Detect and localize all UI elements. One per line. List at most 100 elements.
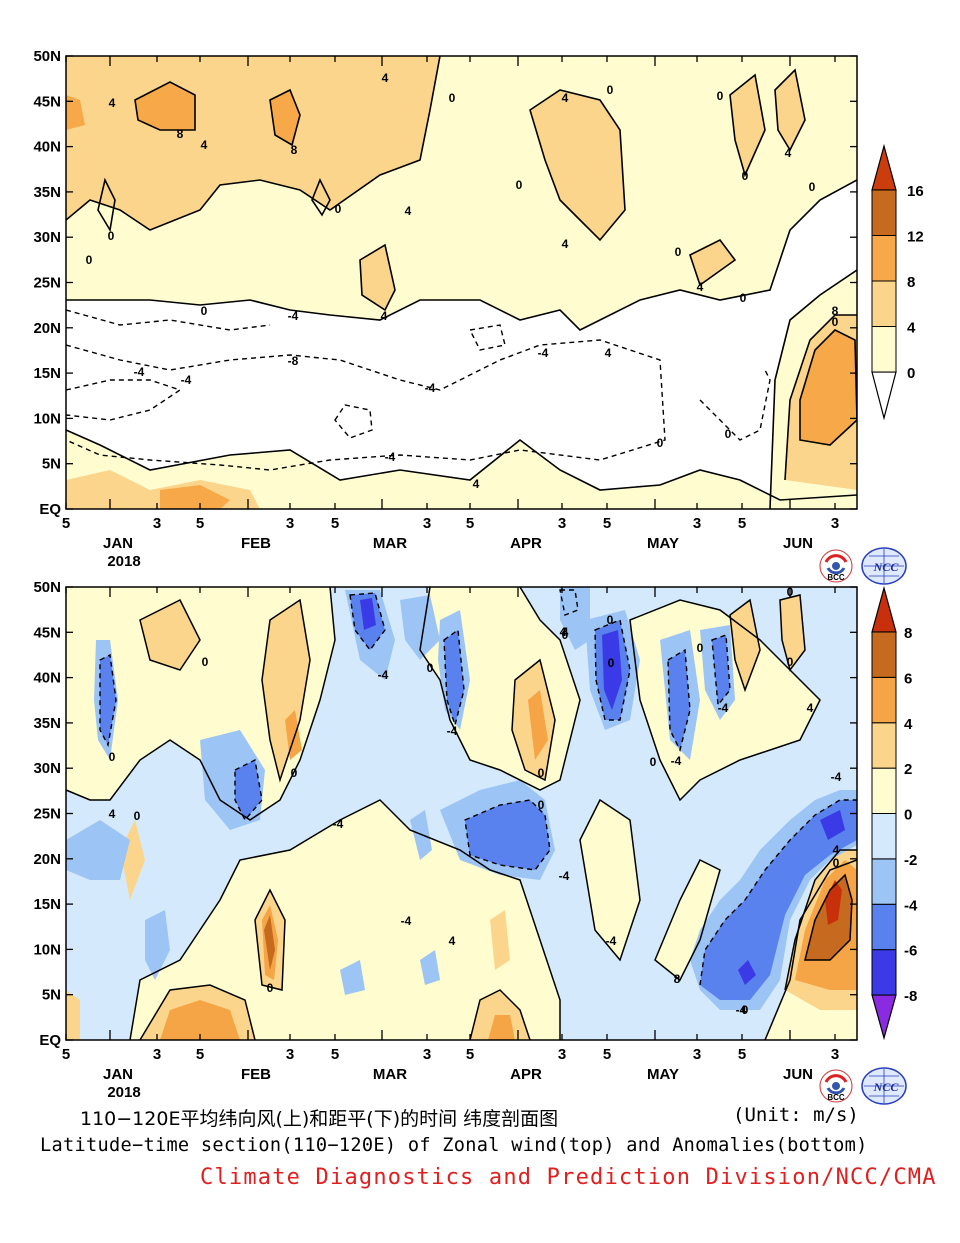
y-tick-label: 20N — [33, 320, 61, 337]
contour-label: 4 — [560, 625, 567, 639]
y-tick-label: 5N — [42, 987, 61, 1004]
year-label: 2018 — [107, 553, 140, 570]
contour-label: 0 — [267, 981, 274, 995]
colorbar-label: 0 — [904, 807, 912, 824]
bot-neg-6-8-c — [738, 960, 756, 985]
y-tick-label: 25N — [33, 275, 61, 292]
contour-label: 0 — [291, 766, 298, 780]
y-tick-label: EQ — [39, 501, 61, 518]
x-tick-label: JAN — [103, 1066, 133, 1083]
y-tick-label: 45N — [33, 93, 61, 110]
contour-label: 0 — [675, 245, 682, 259]
top-band-8-12-d — [800, 330, 857, 445]
top-band-4-8-e — [775, 70, 805, 150]
bot-2-4-b — [262, 600, 310, 780]
y-tick-label: EQ — [39, 1032, 61, 1049]
contour-label: -4 — [671, 754, 682, 768]
bot-neg-4-6-h — [235, 760, 262, 820]
colorbar-swatch — [871, 235, 897, 282]
y-tick-label: 30N — [33, 760, 61, 777]
contour-label: 0 — [202, 655, 209, 669]
x-tick-label: 5 — [62, 515, 70, 532]
colorbar-label: 2 — [904, 761, 912, 778]
y-tick-label: 40N — [33, 139, 61, 156]
bot-pos-e — [580, 800, 640, 960]
contour-label: 0 — [201, 304, 208, 318]
x-tick-label: 3 — [558, 1046, 566, 1063]
colorbar-swatch — [871, 767, 897, 814]
contour-label: -4 — [401, 914, 412, 928]
ncc-logo-top: NCC — [861, 547, 907, 585]
bot-neg-2-4-c — [400, 595, 440, 660]
top-band-0-4-south — [66, 430, 857, 509]
contour-label: 8 — [291, 143, 298, 157]
contour-label: 4 — [562, 237, 569, 251]
colorbar-label: 8 — [904, 625, 912, 642]
contour-label: 0 — [108, 229, 115, 243]
colorbar-label: -6 — [904, 943, 917, 960]
x-tick-label: 3 — [153, 1046, 161, 1063]
x-tick-label: 3 — [153, 515, 161, 532]
x-tick-label: 5 — [331, 515, 339, 532]
colorbar-swatch — [871, 858, 897, 905]
x-tick-label: FEB — [241, 1066, 271, 1083]
x-tick-label: 3 — [831, 1046, 839, 1063]
contour-label: 4 — [109, 807, 116, 821]
colorbar-swatch — [871, 813, 897, 860]
bot-neg-2-4-m — [145, 910, 170, 980]
x-tick-label: 3 — [831, 515, 839, 532]
bottom-axes: EQ 5N 10N 15N 20N 25N 30N 35N 40N 45N 50N 5 JAN 3 5 FEB… — [33, 579, 857, 1101]
y-tick-label: 50N — [33, 48, 61, 65]
x-tick-label: 5 — [738, 1046, 746, 1063]
colorbar-label: -2 — [904, 852, 917, 869]
contour-label: 8 — [832, 304, 839, 318]
contour-label: 0 — [449, 91, 456, 105]
top-contours-negative — [66, 309, 771, 471]
x-tick-label: 5 — [62, 1046, 70, 1063]
year-label: 2018 — [107, 1084, 140, 1101]
contour-label: 0 — [607, 83, 614, 97]
y-tick-label: 10N — [33, 410, 61, 427]
caption-title-english: Latitude−time section(110−120E) of Zonal… — [40, 1135, 868, 1156]
contour-label: 0 — [538, 766, 545, 780]
bot-pos-d — [130, 800, 560, 1040]
y-tick-label: 40N — [33, 670, 61, 687]
bcc-logo-bottom-label: BCC — [827, 1093, 845, 1102]
y-tick-label: 35N — [33, 184, 61, 201]
contour-label: 0 — [538, 798, 545, 812]
top-band-4-8-b — [530, 90, 625, 240]
x-tick-label: JUN — [783, 1066, 813, 1083]
contour-label: 4 — [562, 91, 569, 105]
x-tick-label: 5 — [466, 515, 474, 532]
top-band-8-12-e — [160, 485, 230, 509]
top-band-8-12-c — [66, 95, 85, 130]
bot-2-4-k — [490, 910, 510, 970]
x-tick-label: MAR — [373, 535, 407, 552]
bot-neg-4-6-f — [712, 635, 730, 705]
colorbar-label: 0 — [907, 365, 915, 382]
x-tick-label: APR — [510, 1066, 542, 1083]
bcc-logo-bottom: BCC — [819, 1069, 853, 1103]
contour-label: 0 — [833, 856, 840, 870]
x-tick-label: MAY — [647, 1066, 679, 1083]
bottom-contours-negative — [99, 589, 857, 986]
top-axes: EQ 5N 10N 15N 20N 25N 30N 35N 40N 45N 50N 5 JAN 3 5 FEB… — [33, 48, 857, 570]
contour-label: -4 — [538, 346, 549, 360]
contour-label: 0 — [832, 315, 839, 329]
top-band-8-12-a — [135, 82, 195, 130]
colorbar-label: 16 — [907, 183, 924, 200]
contour-label: 4 — [109, 96, 116, 110]
colorbar-bottom-arrow — [871, 994, 897, 1041]
x-tick-label: JUN — [783, 535, 813, 552]
y-tick-label: 50N — [33, 579, 61, 596]
contour-label: 0 — [809, 180, 816, 194]
contour-label: -4 — [181, 373, 192, 387]
contour-label: -4 — [333, 817, 344, 831]
bot-neg-2-4-o — [420, 950, 440, 985]
bot-4-6-f — [488, 1015, 515, 1040]
contour-label: -4 — [559, 869, 570, 883]
contour-label: 0 — [607, 613, 614, 627]
colorbar-label: 6 — [904, 670, 912, 687]
